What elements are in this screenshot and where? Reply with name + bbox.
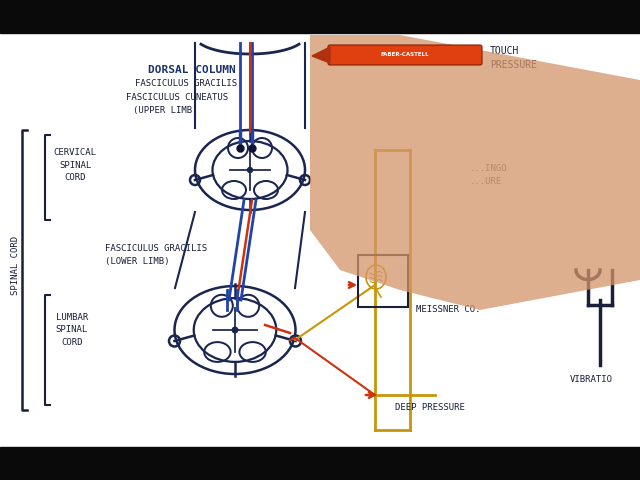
Text: FABER-CASTELL: FABER-CASTELL — [381, 52, 429, 58]
Text: MEISSNER CO.: MEISSNER CO. — [416, 305, 481, 314]
PathPatch shape — [310, 35, 640, 310]
Text: TOUCH
PRESSURE: TOUCH PRESSURE — [490, 47, 537, 70]
Bar — [0, 0, 640, 33]
Text: (UPPER LIMB): (UPPER LIMB) — [133, 106, 198, 115]
Text: FASCICULUS GRACILIS
(LOWER LIMB): FASCICULUS GRACILIS (LOWER LIMB) — [105, 244, 207, 266]
Polygon shape — [312, 47, 330, 63]
Text: ...INGO
...URE: ...INGO ...URE — [470, 164, 508, 186]
Text: LUMBAR
SPINAL
CORD: LUMBAR SPINAL CORD — [56, 313, 88, 347]
Bar — [0, 447, 640, 480]
Text: FASCICULUS CUNEATUS: FASCICULUS CUNEATUS — [126, 93, 228, 101]
Text: SPINAL CORD: SPINAL CORD — [10, 235, 19, 295]
Bar — [358, 255, 408, 307]
Text: FASCICULUS GRACILIS: FASCICULUS GRACILIS — [135, 80, 237, 88]
Circle shape — [232, 327, 237, 333]
Text: DEEP PRESSURE: DEEP PRESSURE — [395, 404, 465, 412]
Text: VIBRATIO: VIBRATIO — [570, 375, 613, 384]
Text: CERVICAL
SPINAL
CORD: CERVICAL SPINAL CORD — [54, 148, 97, 182]
Text: DORSAL COLUMN: DORSAL COLUMN — [148, 65, 236, 75]
FancyBboxPatch shape — [328, 45, 482, 65]
Circle shape — [248, 168, 253, 172]
